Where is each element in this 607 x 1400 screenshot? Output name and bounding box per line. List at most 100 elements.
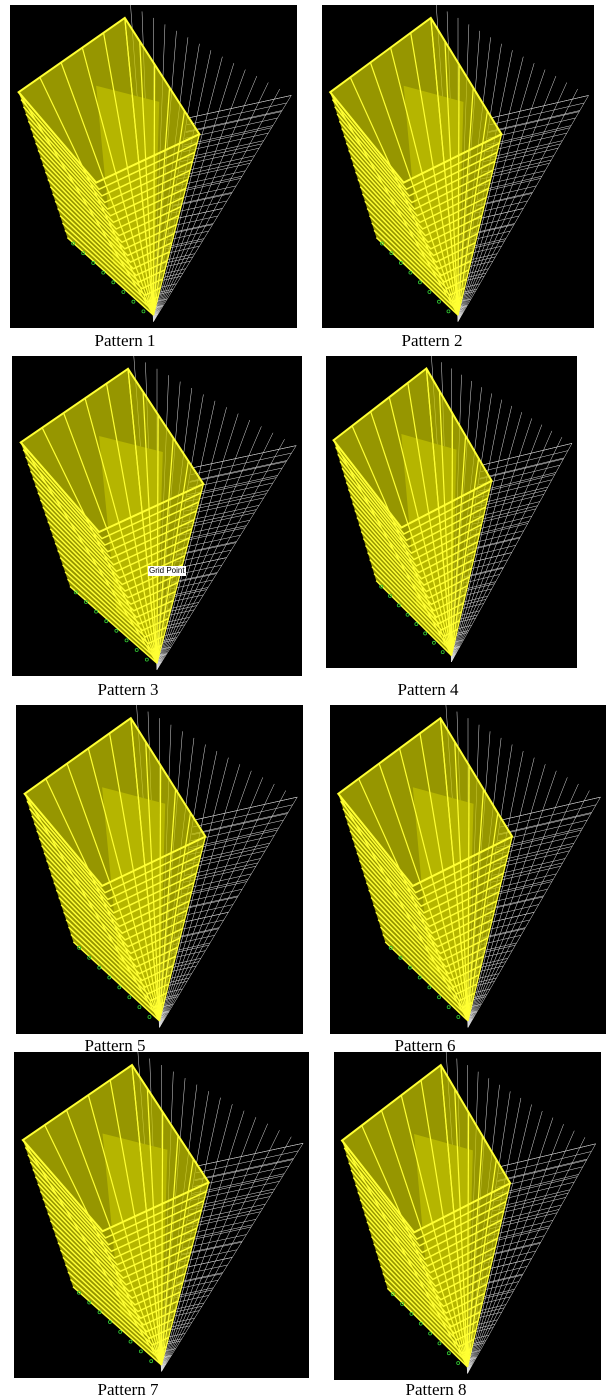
support bbox=[87, 955, 92, 960]
support bbox=[147, 1015, 152, 1019]
wire-line bbox=[473, 501, 540, 518]
wire-line bbox=[480, 450, 569, 472]
wire-line bbox=[451, 412, 523, 662]
wire-line bbox=[153, 56, 223, 322]
wire-line bbox=[185, 110, 283, 132]
model-image bbox=[330, 705, 606, 1034]
support bbox=[432, 640, 436, 645]
column bbox=[152, 64, 156, 316]
wire-line bbox=[479, 457, 565, 479]
support bbox=[414, 622, 419, 626]
wire-line bbox=[479, 170, 546, 187]
wire-line bbox=[161, 268, 186, 275]
support bbox=[388, 945, 393, 950]
wire-line bbox=[169, 1317, 195, 1324]
wire-line bbox=[156, 298, 168, 302]
wire-line bbox=[478, 950, 513, 959]
wire-line bbox=[490, 1204, 562, 1223]
wire-line bbox=[161, 1136, 292, 1372]
wire-line bbox=[461, 298, 472, 302]
wire-line bbox=[162, 632, 181, 637]
wire-line bbox=[176, 542, 236, 556]
wire-line bbox=[168, 1325, 190, 1331]
wire-line bbox=[168, 594, 204, 603]
wire-line bbox=[472, 508, 536, 525]
wire-line bbox=[176, 912, 229, 925]
wire-line bbox=[175, 1279, 219, 1290]
wire-line bbox=[454, 639, 464, 643]
wire-line bbox=[473, 988, 491, 994]
column bbox=[84, 398, 158, 664]
wire-line bbox=[163, 1356, 171, 1359]
wire-line bbox=[452, 654, 456, 656]
wire-line bbox=[172, 1302, 205, 1311]
wire-line bbox=[192, 1173, 285, 1194]
column bbox=[63, 412, 158, 664]
wire-line bbox=[176, 1272, 223, 1283]
wire-line bbox=[174, 185, 237, 200]
column bbox=[361, 1125, 469, 1368]
wire-line bbox=[153, 82, 269, 322]
wire-line bbox=[159, 777, 264, 1028]
wire-line bbox=[490, 95, 589, 119]
wire-line bbox=[196, 1143, 304, 1167]
wire-line bbox=[182, 873, 252, 890]
wire-line bbox=[163, 253, 195, 261]
wire-line bbox=[160, 1019, 165, 1021]
model-image bbox=[322, 5, 594, 328]
support bbox=[408, 965, 412, 970]
wire-line bbox=[161, 1117, 257, 1372]
caption: Pattern 5 bbox=[84, 1036, 146, 1055]
column bbox=[158, 836, 207, 1021]
wire-line bbox=[159, 654, 167, 657]
support bbox=[131, 299, 136, 304]
wire-line bbox=[486, 896, 544, 911]
wire-line bbox=[467, 1104, 532, 1374]
column bbox=[329, 91, 459, 316]
support bbox=[141, 309, 146, 314]
wire-line bbox=[178, 896, 238, 911]
wire-line bbox=[156, 419, 251, 670]
model-image bbox=[334, 1052, 601, 1380]
wire-line bbox=[498, 812, 592, 835]
column bbox=[466, 1159, 497, 1367]
column bbox=[109, 1079, 163, 1366]
wire-line bbox=[457, 56, 524, 322]
floor-beam bbox=[66, 237, 155, 316]
column bbox=[466, 1183, 511, 1368]
wire-line bbox=[476, 965, 504, 973]
support bbox=[118, 1329, 123, 1334]
wire-line bbox=[162, 261, 191, 268]
wire-line bbox=[481, 155, 554, 173]
support bbox=[409, 1311, 414, 1316]
wire-line bbox=[488, 110, 580, 132]
wire-line bbox=[179, 147, 260, 166]
wire-line bbox=[168, 965, 197, 973]
support bbox=[396, 603, 401, 608]
wire-line bbox=[172, 193, 232, 207]
support bbox=[427, 985, 432, 990]
wire-line bbox=[457, 88, 578, 322]
wire-line bbox=[480, 942, 517, 952]
column bbox=[457, 87, 474, 316]
wire-line bbox=[160, 646, 171, 650]
wire-line bbox=[501, 796, 601, 821]
frame bbox=[340, 1063, 512, 1368]
wire-line bbox=[474, 981, 495, 987]
wire-line bbox=[485, 1243, 541, 1257]
column bbox=[457, 64, 460, 316]
wire-line bbox=[174, 1287, 214, 1297]
wire-line bbox=[485, 132, 567, 153]
model-image bbox=[326, 356, 577, 668]
column bbox=[450, 413, 454, 656]
column bbox=[158, 765, 162, 1021]
frame bbox=[332, 366, 494, 657]
floor-beam bbox=[375, 237, 459, 316]
wire-line bbox=[160, 276, 182, 282]
wire-line bbox=[462, 291, 476, 295]
wire-line bbox=[190, 452, 292, 475]
wire-line bbox=[484, 912, 535, 925]
support bbox=[104, 619, 109, 624]
wire-line bbox=[469, 530, 524, 545]
wire-line bbox=[177, 534, 241, 549]
